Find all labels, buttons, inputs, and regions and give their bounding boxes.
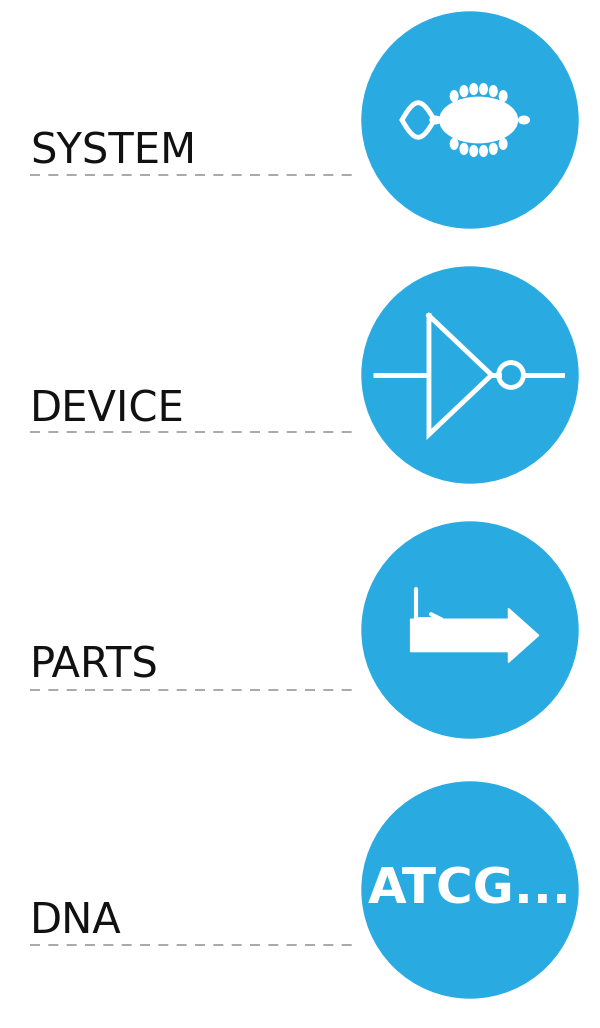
Ellipse shape [440, 98, 518, 143]
FancyArrow shape [410, 609, 539, 662]
Circle shape [362, 522, 578, 738]
Ellipse shape [480, 83, 487, 95]
Circle shape [362, 12, 578, 228]
Text: DNA: DNA [30, 900, 122, 942]
Ellipse shape [451, 90, 458, 102]
Text: SYSTEM: SYSTEM [30, 130, 196, 172]
Ellipse shape [460, 85, 468, 97]
Ellipse shape [460, 144, 468, 154]
Text: DEVICE: DEVICE [30, 388, 185, 430]
Ellipse shape [480, 146, 487, 156]
Circle shape [362, 267, 578, 483]
Ellipse shape [443, 101, 514, 139]
Ellipse shape [490, 144, 497, 154]
Ellipse shape [518, 116, 529, 123]
Ellipse shape [499, 139, 507, 149]
Ellipse shape [430, 116, 441, 123]
Circle shape [362, 782, 578, 998]
Ellipse shape [499, 90, 507, 102]
Ellipse shape [451, 139, 458, 149]
Ellipse shape [490, 85, 497, 97]
Text: PARTS: PARTS [30, 645, 159, 687]
Text: ATCG...: ATCG... [368, 866, 572, 914]
Ellipse shape [470, 83, 478, 95]
Ellipse shape [470, 146, 478, 156]
